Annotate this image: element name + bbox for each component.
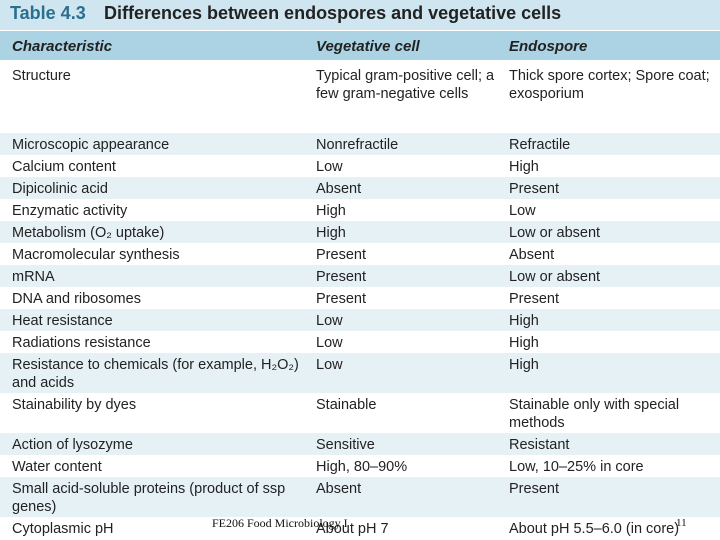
table-row: Radiations resistance Low High <box>0 331 720 353</box>
table-label: Table 4.3 <box>10 3 86 23</box>
table-title: Differences between endospores and veget… <box>104 3 562 23</box>
cell-endospore: About pH 5.5–6.0 (in core) <box>509 521 680 537</box>
table-row: Small acid-soluble proteins (product of … <box>0 477 720 517</box>
cell-vegetative: Stainable <box>316 397 377 413</box>
footer-course: FE206 Food Microbiology I <box>212 516 348 530</box>
cell-vegetative: Low <box>316 159 343 175</box>
cell-characteristic: Small acid-soluble proteins (product of … <box>12 481 286 515</box>
cell-characteristic: mRNA <box>12 269 55 285</box>
table-row: Structure Typical gram-positive cell; a f… <box>0 64 720 133</box>
table-row: Metabolism (O₂ uptake) High Low or absent <box>0 221 720 243</box>
cell-endospore: Present <box>509 181 559 197</box>
cell-vegetative: Absent <box>316 181 362 197</box>
cell-endospore: High <box>509 313 539 329</box>
table-row: Enzymatic activity High Low <box>0 199 720 221</box>
cell-vegetative: Absent <box>316 481 362 497</box>
cell-vegetative: Nonrefractile <box>316 137 399 153</box>
header-vegetative-cell: Vegetative cell <box>316 38 420 55</box>
cell-endospore: Low or absent <box>509 225 601 241</box>
cell-endospore: Present <box>509 291 559 307</box>
table-row: Macromolecular synthesis Present Absent <box>0 243 720 265</box>
header-row <box>0 31 720 60</box>
cell-endospore: Resistant <box>509 437 570 453</box>
table-row: mRNA Present Low or absent <box>0 265 720 287</box>
table-row: Calcium content Low High <box>0 155 720 177</box>
cell-characteristic: Structure <box>12 68 71 84</box>
cell-characteristic: Action of lysozyme <box>12 437 133 453</box>
title-bar <box>0 0 720 30</box>
table-row: Action of lysozyme Sensitive Resistant <box>0 433 720 455</box>
cell-vegetative: Present <box>316 291 366 307</box>
page-number: 11 <box>676 517 687 529</box>
table-row: Resistance to chemicals (for example, H₂… <box>0 353 720 393</box>
cell-endospore: Thick spore cortex; Spore coat; exospori… <box>509 68 710 102</box>
cell-vegetative: Low <box>316 335 343 351</box>
cell-characteristic: DNA and ribosomes <box>12 291 141 307</box>
cell-vegetative: Present <box>316 247 366 263</box>
cell-endospore: Present <box>509 481 559 497</box>
cell-vegetative: High, 80–90% <box>316 459 408 475</box>
cell-characteristic: Water content <box>12 459 102 475</box>
cell-characteristic: Enzymatic activity <box>12 203 128 219</box>
cell-endospore: Refractile <box>509 137 571 153</box>
cell-endospore: High <box>509 357 539 373</box>
cell-vegetative: About pH 7 <box>316 521 389 537</box>
cell-vegetative: Low <box>316 357 343 373</box>
cell-characteristic: Calcium content <box>12 159 116 175</box>
table-row: Microscopic appearance Nonrefractile Refra… <box>0 133 720 155</box>
cell-characteristic: Heat resistance <box>12 313 113 329</box>
cell-characteristic: Macromolecular synthesis <box>12 247 180 263</box>
table-row: Dipicolinic acid Absent Present <box>0 177 720 199</box>
cell-vegetative: High <box>316 203 346 219</box>
cell-characteristic: Stainability by dyes <box>12 397 137 413</box>
table-row: Water content High, 80–90% Low, 10–25% in … <box>0 455 720 477</box>
table-row: Cytoplasmic pH About pH 7 About pH 5.5–6.0… <box>0 517 720 539</box>
table-row: Stainability by dyes Stainable Stainable o… <box>0 393 720 433</box>
cell-vegetative: Typical gram-positive cell; a few gram-n… <box>316 68 495 102</box>
cell-characteristic: Resistance to chemicals (for example, H₂… <box>12 357 299 391</box>
cell-endospore: Low <box>509 203 536 219</box>
header-characteristic: Characteristic <box>12 38 113 55</box>
cell-endospore: Stainable only with special methods <box>509 397 680 431</box>
cell-vegetative: Sensitive <box>316 437 375 453</box>
cell-endospore: High <box>509 159 539 175</box>
cell-endospore: High <box>509 335 539 351</box>
cell-characteristic: Dipicolinic acid <box>12 181 108 197</box>
cell-endospore: Low or absent <box>509 269 601 285</box>
cell-vegetative: Low <box>316 313 343 329</box>
cell-characteristic: Metabolism (O₂ uptake) <box>12 225 165 241</box>
cell-characteristic: Cytoplasmic pH <box>12 521 114 537</box>
header-endospore: Endospore <box>509 38 588 55</box>
cell-vegetative: Present <box>316 269 366 285</box>
cell-endospore: Absent <box>509 247 555 263</box>
cell-characteristic: Microscopic appearance <box>12 137 170 153</box>
cell-vegetative: High <box>316 225 346 241</box>
table-row: Heat resistance Low High <box>0 309 720 331</box>
cell-endospore: Low, 10–25% in core <box>509 459 644 475</box>
table-row: DNA and ribosomes Present Present <box>0 287 720 309</box>
cell-characteristic: Radiations resistance <box>12 335 151 351</box>
